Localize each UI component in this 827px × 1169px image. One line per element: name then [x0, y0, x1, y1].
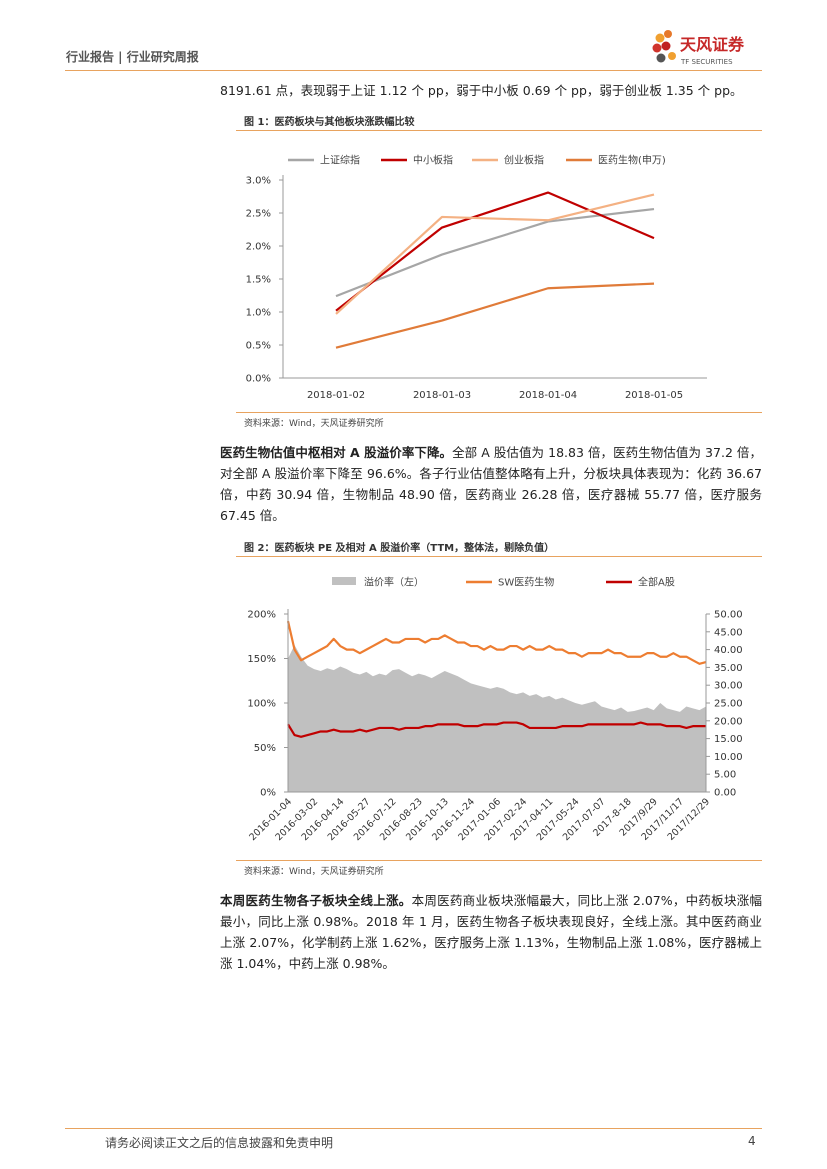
y-tick-label: 150%: [247, 654, 276, 665]
logo-en: TF SECURITIES: [680, 58, 733, 66]
y2-tick-label: 0.00: [714, 788, 736, 799]
paragraph: 本周医药生物各子板块全线上涨。本周医药商业板块涨幅最大，同比上涨 2.07%，中…: [220, 890, 762, 974]
legend-label: 创业板指: [504, 154, 544, 167]
header-title: 行业报告 | 行业研究周报: [66, 50, 199, 64]
figure-caption: 图 1：医药板块与其他板块涨跌幅比较: [244, 117, 415, 128]
y2-tick-label: 10.00: [714, 752, 743, 763]
lead: 本周医药生物各子板块全线上涨。: [220, 893, 412, 908]
y2-tick-label: 25.00: [714, 699, 743, 710]
line: [335, 207, 655, 298]
source: 资料来源：Wind，天风证券研究所: [244, 867, 384, 877]
y-tick-label: 2.0%: [246, 242, 271, 253]
line: [335, 193, 655, 315]
lead: 医药生物估值中枢相对 A 股溢价率下降。: [220, 445, 453, 460]
y-tick-label: 1.0%: [246, 308, 271, 319]
disclaimer: 请务必阅读正文之后的信息披露和免责申明: [105, 1136, 334, 1150]
text: 本周医药商业板块涨幅最大，同比上涨 2.07%，中药板块涨幅最小，同比上涨 0.…: [220, 893, 762, 971]
source: 资料来源：Wind，天风证券研究所: [244, 419, 384, 429]
source-rule: [236, 860, 762, 861]
source-rule: [236, 412, 762, 413]
line: [286, 620, 707, 665]
logo: 天风证券 TF SECURITIES: [652, 30, 745, 66]
legend-label: 全部A股: [638, 576, 675, 589]
header-rule: [65, 70, 762, 71]
y-tick-label: 200%: [247, 610, 276, 621]
chart: 0% 50% 100% 150% 200% 0.00 5.00 10.00 15.00 20.00…: [247, 576, 743, 844]
y-tick-label: 3.0%: [246, 176, 271, 187]
y2-tick-label: 35.00: [714, 663, 743, 674]
area: [288, 645, 706, 792]
x-tick-label: 2018-01-04: [519, 390, 577, 401]
y2-tick-label: 30.00: [714, 681, 743, 692]
page-number: 4: [748, 1134, 756, 1148]
y-tick-label: 1.5%: [246, 275, 271, 286]
legend-label: 中小板指: [413, 154, 453, 167]
chart: 0.0% 0.5% 1.0% 1.5% 2.0% 2.5% 3.0% 上证综指 中小板指 创业板指…: [246, 154, 707, 401]
y-tick-label: 2.5%: [246, 209, 271, 220]
y2-tick-label: 5.00: [714, 770, 736, 781]
y2-tick-label: 45.00: [714, 627, 743, 638]
legend-swatch: [332, 577, 356, 585]
caption-rule: [236, 556, 762, 557]
y-tick-label: 0.0%: [246, 374, 271, 385]
y2-tick-label: 40.00: [714, 645, 743, 656]
line: [287, 721, 706, 738]
paragraph: 8191.61 点，表现弱于上证 1.12 个 pp，弱于中小板 0.69 个 …: [220, 80, 762, 101]
logo-text: 天风证券: [680, 35, 745, 54]
x-tick-label: 2018-01-05: [625, 390, 683, 401]
line: [335, 191, 655, 312]
footer-rule: [65, 1128, 762, 1129]
x-tick-label: 2018-01-03: [413, 390, 471, 401]
legend-label: 上证综指: [320, 154, 360, 167]
y2-tick-label: 15.00: [714, 734, 743, 745]
legend-label: SW医药生物: [498, 576, 554, 589]
y2-tick-label: 20.00: [714, 716, 743, 727]
y-tick-label: 50%: [254, 743, 276, 754]
text: 全部 A 股估值为 18.83 倍，医药生物估值为 37.2 倍，对全部 A 股…: [220, 445, 762, 523]
y-tick-label: 100%: [247, 699, 276, 710]
legend-label: 溢价率（左）: [364, 576, 424, 589]
y2-tick-label: 50.00: [714, 610, 743, 621]
text: 8191.61 点，表现弱于上证 1.12 个 pp，弱于中小板 0.69 个 …: [220, 83, 743, 98]
x-tick-label: 2018-01-02: [307, 390, 365, 401]
line: [335, 282, 655, 349]
legend-label: 医药生物(申万): [598, 154, 666, 167]
figure-caption: 图 2：医药板块 PE 及相对 A 股溢价率（TTM，整体法，剔除负值）: [244, 543, 555, 554]
y-tick-label: 0%: [260, 788, 276, 799]
y-tick-label: 0.5%: [246, 341, 271, 352]
paragraph: 医药生物估值中枢相对 A 股溢价率下降。全部 A 股估值为 18.83 倍，医药…: [220, 442, 762, 526]
caption-rule: [236, 130, 762, 131]
